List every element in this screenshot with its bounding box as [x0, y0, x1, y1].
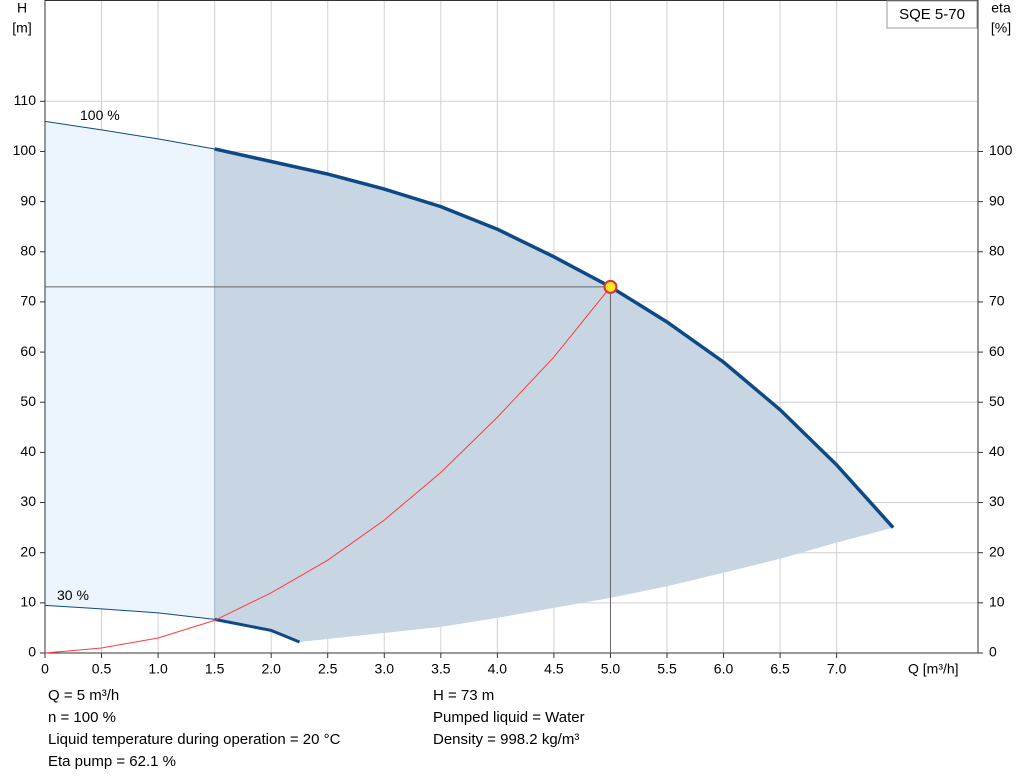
- note: Pumped liquid = Water: [433, 709, 585, 726]
- y-tick-label: 50: [20, 393, 36, 409]
- x-tick-label: 3.0: [375, 661, 395, 677]
- x-tick-label: 7.0: [827, 661, 847, 677]
- y-tick-label: 100: [13, 142, 37, 158]
- x-tick-label: 3.5: [431, 661, 451, 677]
- y-tick-label: 70: [20, 293, 36, 309]
- y-tick-label: 110: [14, 92, 37, 108]
- y-tick-label: 10: [20, 594, 36, 610]
- x-tick-label: 2.0: [261, 661, 281, 677]
- x-tick-label: 2.5: [318, 661, 338, 677]
- x-tick-label: 5.5: [657, 661, 677, 677]
- x-tick-label: 1.5: [205, 661, 225, 677]
- area-operating-range: [214, 148, 894, 642]
- y2-tick-label: 100: [989, 142, 1013, 158]
- x-tick-label: 5.0: [601, 661, 621, 677]
- y-tick-label: 20: [20, 543, 36, 559]
- y2-tick-label: 70: [989, 293, 1005, 309]
- note: n = 100 %: [48, 709, 116, 726]
- y-tick-label: 0: [28, 644, 36, 660]
- y2-tick-label: 50: [989, 393, 1005, 409]
- y2-tick-label: 20: [989, 543, 1005, 559]
- y2-tick-label: 60: [989, 343, 1005, 359]
- y-tick-label: 80: [20, 242, 36, 258]
- pump-curve-thin: [44, 604, 215, 620]
- x-tick-label: 0.5: [92, 661, 112, 677]
- y-tick-label: 40: [20, 443, 36, 459]
- y2-axis-label: [%]: [991, 20, 1011, 36]
- y2-tick-label: 10: [989, 594, 1005, 610]
- y2-axis-label: eta: [991, 0, 1011, 16]
- title-box: [886, 0, 978, 29]
- operating-point: [603, 279, 618, 294]
- chart-title: SQE 5-70: [899, 6, 965, 23]
- note: Q = 5 m³/h: [48, 687, 119, 704]
- pump-curve: [214, 147, 895, 529]
- x-tick-label: 1.0: [148, 661, 168, 677]
- system-curve: [44, 286, 611, 654]
- x-tick-label: 6.5: [770, 661, 790, 677]
- x-tick-label: 6.0: [714, 661, 734, 677]
- pump-curve: [214, 617, 301, 644]
- x-tick-label: 4.0: [488, 661, 508, 677]
- y-axis-label: H: [17, 0, 27, 16]
- note: Liquid temperature during operation = 20…: [48, 731, 341, 748]
- y2-tick-label: 40: [989, 443, 1005, 459]
- y-tick-label: 90: [20, 192, 36, 208]
- y-tick-label: 60: [20, 343, 36, 359]
- y2-tick-label: 30: [989, 493, 1005, 509]
- x-tick-label: 0: [41, 661, 49, 677]
- y-axis-label: [m]: [12, 20, 31, 36]
- y-tick-label: 30: [20, 493, 36, 509]
- curve-label: 100 %: [80, 107, 120, 123]
- pump-curve-thin: [44, 120, 215, 150]
- x-tick-label: 4.5: [544, 661, 564, 677]
- note: Eta pump = 62.1 %: [48, 753, 176, 770]
- y2-tick-label: 80: [989, 242, 1005, 258]
- note: H = 73 m: [433, 687, 494, 704]
- area-low-flow: [45, 121, 215, 620]
- y2-tick-label: 0: [989, 644, 997, 660]
- y2-tick-label: 90: [989, 192, 1005, 208]
- note: Density = 998.2 kg/m³: [433, 731, 579, 748]
- x-axis-label: Q [m³/h]: [908, 661, 959, 677]
- curve-label: 30 %: [57, 587, 89, 603]
